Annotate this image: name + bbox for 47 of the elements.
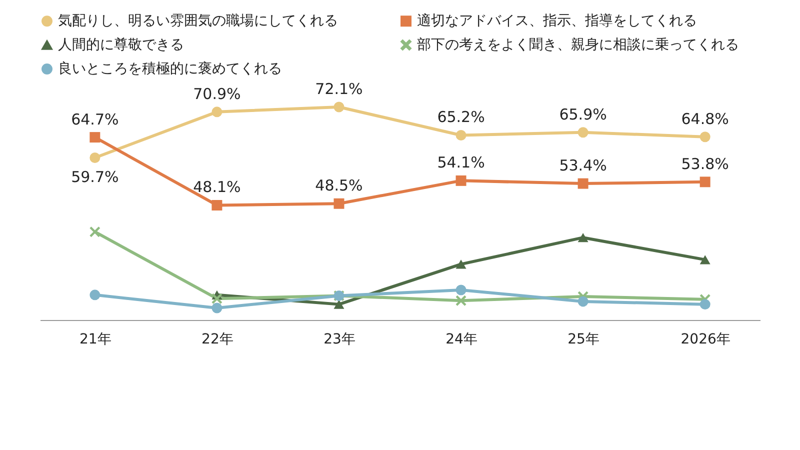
data-label: 64.7%: [71, 110, 119, 128]
point: [334, 300, 344, 309]
point: [334, 198, 344, 209]
point: [700, 299, 710, 310]
data-label: 59.7%: [71, 168, 119, 186]
point: [700, 132, 710, 142]
point: [212, 293, 222, 304]
point: [700, 176, 710, 188]
data-label: 53.4%: [559, 156, 607, 175]
point: [90, 152, 100, 163]
point: [700, 255, 710, 264]
x-tick-label: 23年: [324, 332, 356, 348]
point: [578, 127, 588, 138]
data-label: 70.9%: [193, 84, 241, 103]
point: [90, 132, 100, 143]
data-label: 65.2%: [437, 108, 485, 126]
point: [456, 284, 466, 296]
point: [334, 102, 344, 112]
point: [212, 302, 222, 314]
point: [90, 226, 100, 238]
x-tick-label: 2026年: [680, 332, 730, 348]
legend-label: 部下の考えをよく聞き、親身に相談に乗ってくれる: [417, 37, 739, 53]
point: [578, 296, 588, 307]
point: [456, 295, 466, 306]
x-tick-label: 24年: [446, 332, 478, 348]
legend-label: 適切なアドバイス、指示、指導をしてくれる: [417, 13, 697, 30]
x-tick-label: 21年: [80, 332, 112, 348]
data-label: 48.1%: [193, 178, 241, 196]
data-label: 48.5%: [315, 176, 363, 195]
data-label: 65.9%: [559, 105, 607, 124]
data-label: 53.8%: [681, 154, 729, 173]
point: [578, 178, 588, 189]
point: [90, 290, 100, 300]
legend-label: 気配りし、明るい雰囲気の職場にしてくれる: [58, 13, 338, 30]
data-label: 54.1%: [437, 154, 485, 172]
legend-label: 良いところを積極的に褒めてくれる: [58, 61, 282, 77]
data-label: 72.1%: [315, 80, 363, 98]
data-label: 64.8%: [681, 110, 729, 128]
legend-label: 人間的に尊敬できる: [58, 37, 184, 53]
point: [212, 106, 222, 118]
point: [578, 233, 588, 242]
point: [456, 260, 466, 269]
x-tick-label: 25年: [568, 332, 600, 348]
point: [456, 175, 466, 186]
x-tick-label: 22年: [202, 332, 234, 348]
point: [212, 200, 222, 210]
point: [456, 130, 466, 140]
